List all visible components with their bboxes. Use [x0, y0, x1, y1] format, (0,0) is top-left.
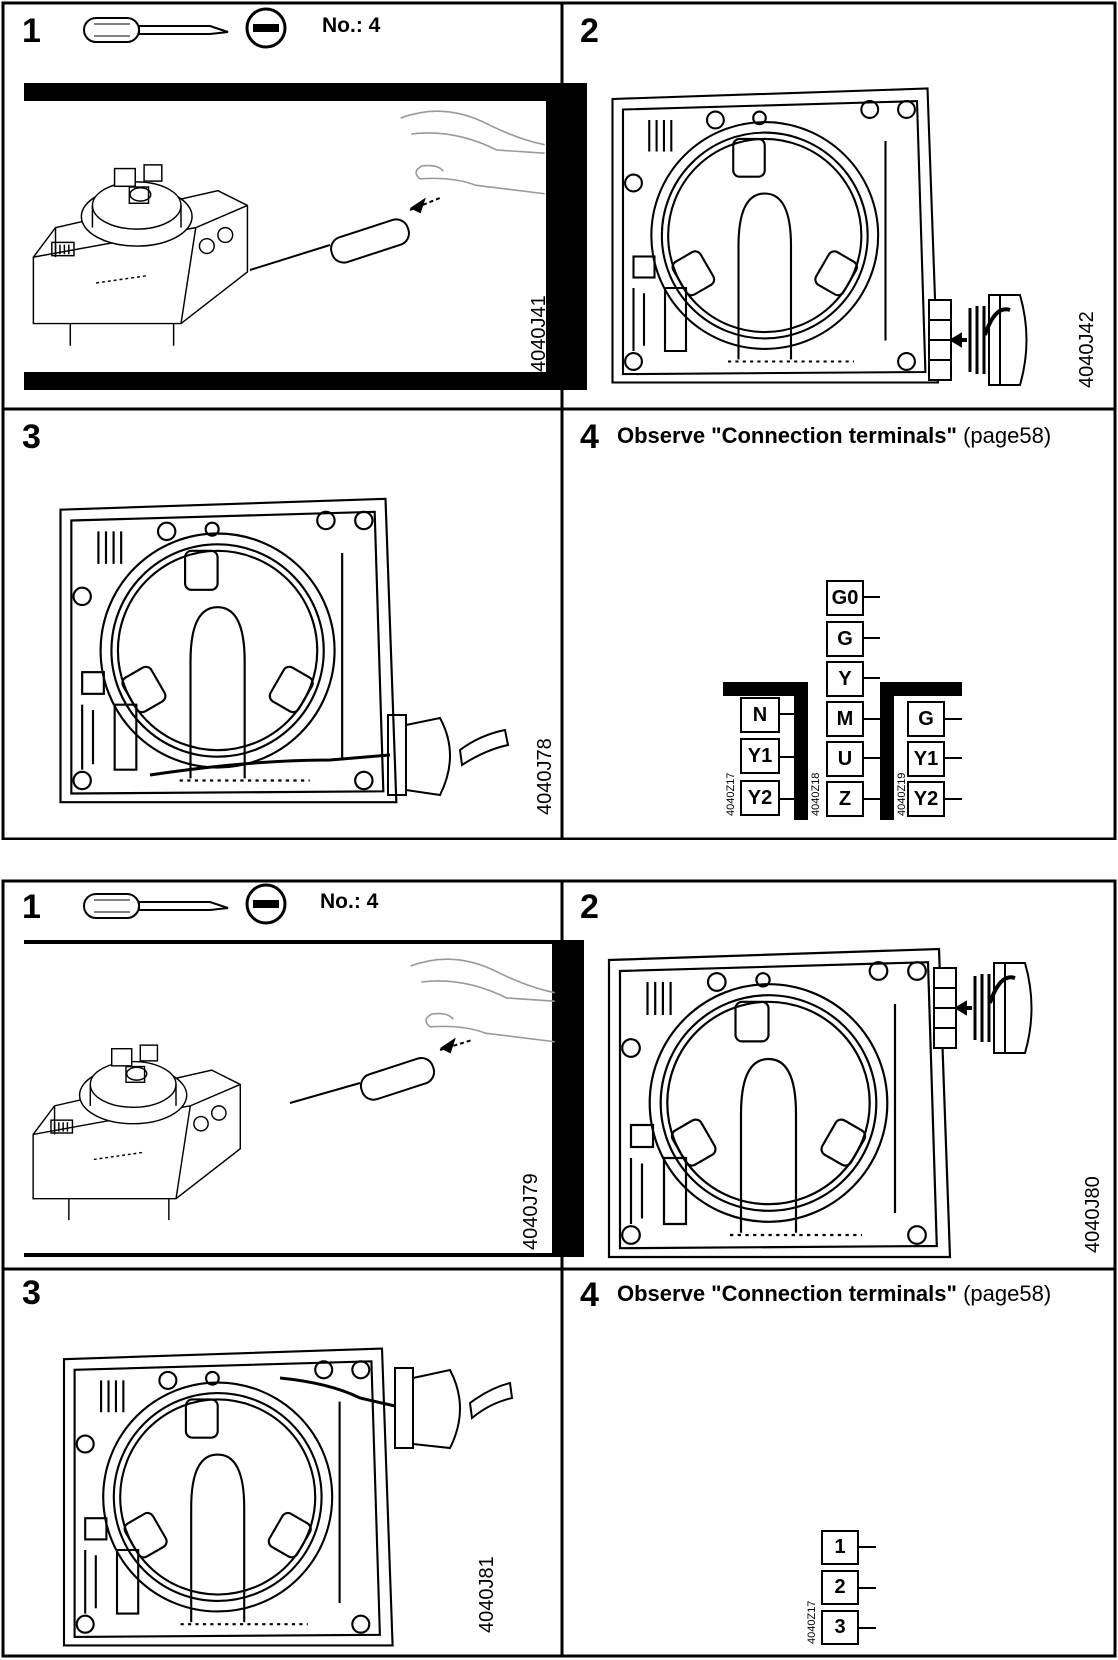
step2-drawing	[607, 947, 1034, 1259]
terminal-box: Y2	[907, 781, 945, 817]
terminal-group-code: 4040Z17	[725, 772, 737, 816]
terminal-group-code: 4040Z17	[806, 1600, 818, 1644]
drawing-code: 4040J79	[520, 1173, 542, 1250]
terminal-box: G	[907, 701, 945, 737]
heading-title: Observe "Connection terminals"	[617, 423, 957, 448]
terminal-box: 2	[821, 1570, 859, 1605]
screwdriver-icon	[83, 893, 229, 919]
drawing-code: 4040J42	[1076, 311, 1098, 388]
drawing-code: 4040J78	[534, 738, 556, 815]
step1-number: 1	[22, 12, 41, 50]
instruction-sheet: 1 No.: 4 4040J79 2 4040J80 3 4040J81 4 O…	[0, 878, 1118, 1658]
drawing-code: 4040J81	[476, 1556, 498, 1633]
step1-drawing	[24, 940, 584, 1257]
step3-drawing	[62, 1347, 514, 1647]
terminal-box: 3	[821, 1610, 859, 1645]
terminal-box: M	[826, 701, 864, 737]
heading-title: Observe "Connection terminals"	[617, 1281, 957, 1306]
tool-size-label: No.: 4	[320, 890, 379, 913]
tool-size-label: No.: 4	[322, 14, 381, 37]
terminal-box: Y1	[907, 741, 945, 777]
terminal-box: N	[740, 697, 780, 733]
step4-heading: Observe "Connection terminals" (page58)	[617, 1281, 1051, 1307]
drawing-code: 4040J80	[1082, 1176, 1104, 1253]
step3-number: 3	[22, 1274, 41, 1312]
screwdriver-icon	[83, 17, 229, 43]
instruction-sheet: 1 No.: 4 4040J41 2 4040J42 3 4040J78 4 O…	[1, 1, 1117, 840]
step4-number: 4	[580, 418, 599, 456]
terminal-box: G	[826, 621, 864, 657]
terminal-box: Z	[826, 781, 864, 817]
step4-terminal-diagram	[859, 1546, 876, 1629]
sheet-frame	[1, 879, 1117, 1658]
step1-number: 1	[22, 888, 41, 926]
minus-slot-icon	[245, 883, 287, 925]
sheet-frame	[1, 1, 1117, 840]
heading-page-ref: (page58)	[963, 423, 1052, 448]
step2-drawing	[611, 87, 1029, 387]
terminal-box: 1	[821, 1530, 859, 1565]
step1-drawing	[24, 83, 587, 390]
terminal-box: Y2	[740, 780, 780, 816]
step2-number: 2	[580, 888, 599, 926]
step3-drawing	[59, 497, 510, 804]
heading-page-ref: (page58)	[963, 1281, 1052, 1306]
terminal-box: U	[826, 741, 864, 777]
minus-slot-icon	[245, 7, 287, 49]
step4-terminal-diagram	[723, 596, 962, 820]
terminal-box: Y	[826, 661, 864, 697]
step3-number: 3	[22, 418, 41, 456]
terminal-group-code: 4040Z19	[896, 772, 908, 816]
step2-number: 2	[580, 12, 599, 50]
step4-number: 4	[580, 1276, 599, 1314]
terminal-box: Y1	[740, 738, 780, 774]
terminal-group-code: 4040Z18	[810, 772, 822, 816]
step4-heading: Observe "Connection terminals" (page58)	[617, 423, 1051, 449]
screwdriver-in-use-icon	[249, 197, 441, 271]
terminal-box: G0	[826, 580, 864, 616]
drawing-code: 4040J41	[528, 295, 550, 372]
